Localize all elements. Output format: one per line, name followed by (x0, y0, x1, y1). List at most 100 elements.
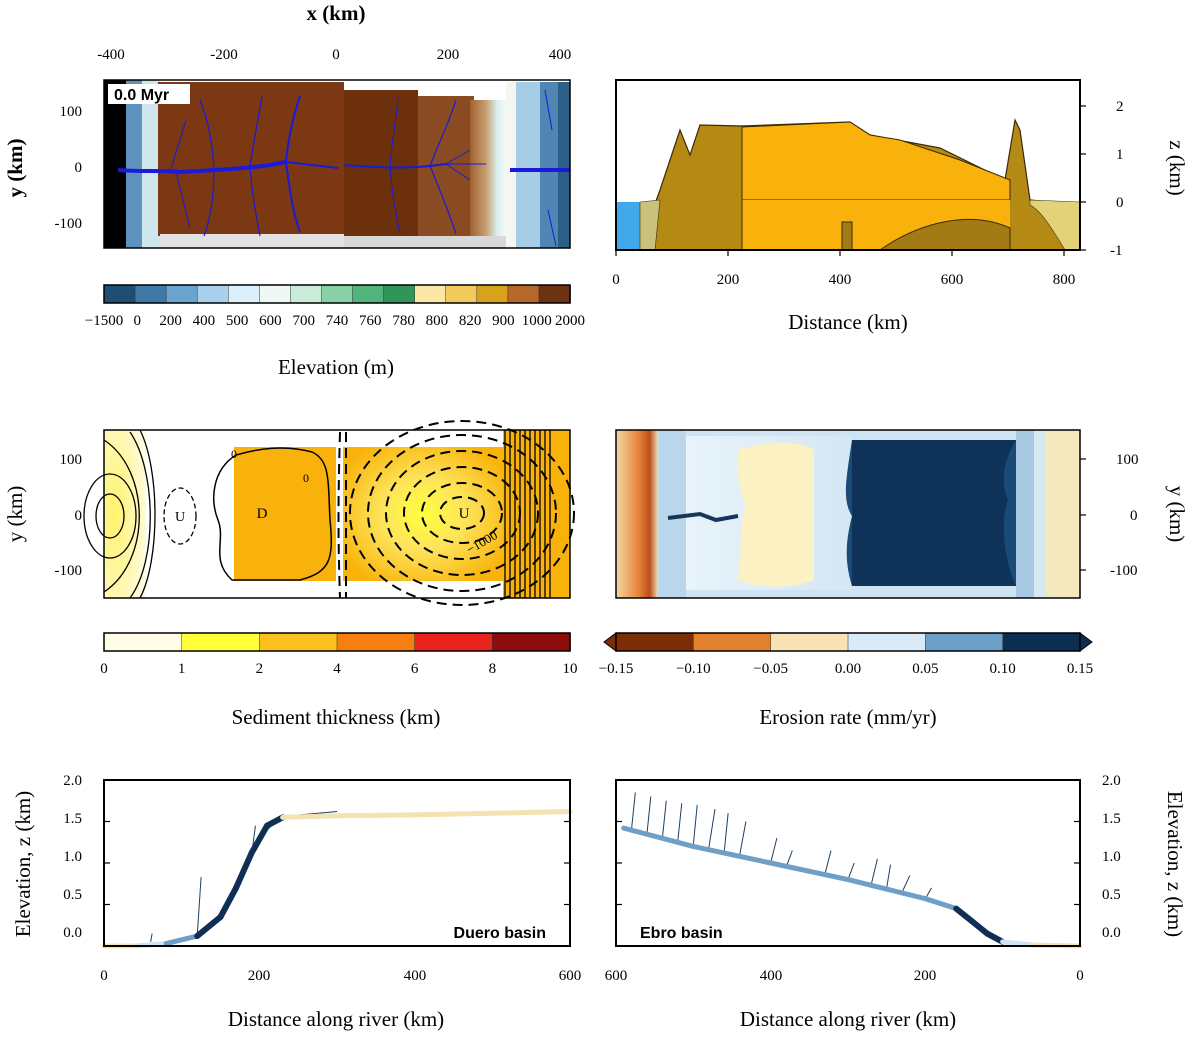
duero-x-tick: 200 (248, 968, 271, 984)
ebro-x-title: Distance along river (km) (740, 1007, 956, 1031)
erosion-colorbar-tick: −0.05 (753, 661, 788, 677)
sediment-colorbar-tick: 2 (256, 661, 264, 677)
duero-x-tick: 0 (100, 968, 108, 984)
duero-x-tick: 400 (404, 968, 427, 984)
sediment-colorbar-swatch (259, 632, 338, 652)
sediment-label-zero-a: 0 (231, 447, 237, 461)
erosion-y-tick: 100 (1116, 452, 1139, 468)
elevation-colorbar-swatch (352, 284, 385, 304)
section-z-ticklabels: 2 1 0 -1 (1110, 99, 1124, 259)
tributary-line (196, 877, 202, 937)
ebro-panel: 0.0 0.5 1.0 1.5 2.0 600 400 200 0 Elevat… (605, 773, 1187, 1031)
duero-y-tick: 2.0 (63, 773, 82, 789)
river-profile-segment (953, 905, 975, 925)
erosion-colorbar-ticks: −0.15 −0.10 −0.05 0.00 0.05 0.10 0.15 (599, 661, 1093, 677)
sediment-y-tick: 0 (75, 508, 83, 524)
elevation-colorbar-tick: 1000 (522, 313, 552, 329)
erosion-colorbar-left-arrow (603, 632, 617, 652)
tributary-line (646, 796, 652, 835)
section-x-tick: 400 (829, 272, 852, 288)
elevation-colorbar-tick: 500 (226, 313, 249, 329)
sediment-colorbar-swatch (103, 632, 183, 652)
erosion-colorbar-swatch (615, 632, 695, 652)
river-profile-segment (233, 850, 255, 891)
tributary-line (630, 792, 636, 830)
duero-y-tick: 0.0 (63, 925, 82, 941)
sediment-y-tick: 100 (60, 452, 83, 468)
duero-panel: 0.0 0.5 1.0 1.5 2.0 0 200 400 600 Elevat… (11, 773, 581, 1031)
elevation-colorbar-swatch (134, 284, 167, 304)
duero-x-ticklabels: 0 200 400 600 (100, 968, 581, 984)
elevation-colorbar-swatch (259, 284, 292, 304)
elevation-colorbar-swatch (165, 284, 198, 304)
erosion-colorbar-tick: 0.15 (1067, 661, 1093, 677)
river-profile-segment (1000, 939, 1037, 948)
tributary-line (901, 875, 911, 893)
river-profile-segment (489, 809, 573, 816)
map-x-title: x (km) (307, 1, 366, 25)
sediment-colorbar-swatches (103, 632, 571, 652)
ebro-y-tick: 0.5 (1102, 887, 1121, 903)
elevation-colorbar-title: Elevation (m) (278, 355, 394, 379)
sediment-map (83, 420, 575, 606)
ebro-y-tick: 2.0 (1102, 773, 1121, 789)
section-x-tick: 0 (612, 272, 620, 288)
sediment-label-u-right: U (459, 506, 470, 522)
map-x-tick: -400 (97, 47, 125, 63)
ebro-x-tick: 200 (914, 968, 937, 984)
elevation-colorbar-tick: 740 (326, 313, 349, 329)
elevation-colorbar-swatch (383, 284, 416, 304)
tributary-line (150, 933, 153, 942)
river-profile-segment (845, 877, 928, 902)
erosion-colorbar-swatch (770, 632, 849, 652)
map-x-tick: -200 (210, 47, 238, 63)
river-profile-segment (412, 810, 495, 818)
erosion-colorbar-right-arrow (1079, 632, 1093, 652)
river-profile-segment (334, 812, 418, 819)
tributary-line (770, 837, 778, 864)
elevation-colorbar-swatch (103, 284, 136, 304)
elevation-colorbar-tick: 900 (492, 313, 515, 329)
map-y-tick: 0 (75, 160, 83, 176)
section-x-ticklabels: 0 200 400 600 800 (612, 272, 1075, 288)
tributary-line (677, 803, 683, 841)
elevation-colorbar-tick: 400 (193, 313, 216, 329)
ebro-x-ticklabels: 600 400 200 0 (605, 968, 1084, 984)
erosion-colorbar-tick: 0.05 (912, 661, 938, 677)
section-z-tick: 0 (1116, 195, 1124, 211)
tributary-line (824, 850, 832, 875)
erosion-colorbar-swatch (925, 632, 1004, 652)
elevation-colorbar-swatch (538, 284, 571, 304)
section-sea (616, 202, 640, 250)
sediment-colorbar-tick: 0 (100, 661, 108, 677)
elevation-colorbar-ticks: −1500 0 200 400 500 600 700 740 760 780 800 820 900 1… (85, 313, 585, 329)
sediment-colorbar: 0 1 2 4 6 8 10 Sediment thickness (km) (100, 632, 578, 729)
erosion-colorbar-tick: −0.15 (599, 661, 634, 677)
river-profile-segment (264, 814, 286, 829)
sediment-colorbar-tick: 10 (563, 661, 578, 677)
tributary-line (739, 821, 747, 855)
river-profile-segment (621, 825, 696, 849)
elevation-colorbar-tick: 820 (459, 313, 482, 329)
map-y-ticklabels: 100 0 -100 (55, 104, 83, 232)
map-x-tick: 400 (549, 47, 572, 63)
river-profile-segment (690, 843, 774, 866)
erosion-colorbar-swatch (847, 632, 927, 652)
map-x-tick: 0 (332, 47, 340, 63)
map-x-ticklabels: -400 -200 0 200 400 (97, 47, 571, 63)
ebro-plot-bg (616, 780, 1080, 946)
erosion-y-tick: 0 (1130, 508, 1138, 524)
elevation-colorbar: −1500 0 200 400 500 600 700 740 760 780 800 820 900 1… (85, 284, 585, 379)
section-z-tick: 1 (1116, 147, 1124, 163)
duero-y-tick: 1.5 (63, 811, 82, 827)
ebro-x-tick: 400 (760, 968, 783, 984)
river-profile-segment (194, 913, 224, 940)
erosion-colorbar-tick: 0.00 (835, 661, 861, 677)
sediment-panel: y (km) 100 0 -100 (3, 420, 575, 606)
elevation-colorbar-swatch (228, 284, 261, 304)
river-profile-segment (248, 822, 271, 857)
time-label: 0.0 Myr (114, 87, 169, 104)
ebro-y-title: Elevation, z (km) (1163, 791, 1187, 937)
erosion-colorbar-tick: −0.10 (676, 661, 711, 677)
